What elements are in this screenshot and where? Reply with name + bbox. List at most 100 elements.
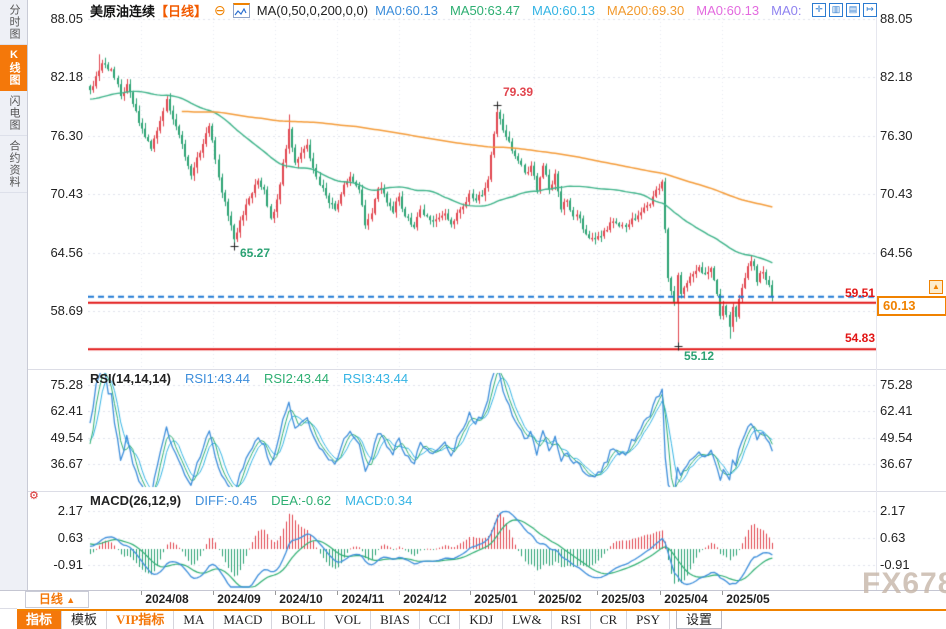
x-axis-month-label: 2024/09 <box>217 592 261 606</box>
toolbar-item-BOLL[interactable]: BOLL <box>272 611 326 629</box>
level-label-lower: 54.83 <box>844 331 875 345</box>
x-axis-tick <box>213 591 214 595</box>
instrument-title: 美原油连续 <box>90 4 156 19</box>
interval-selector-label: 日线 <box>38 592 63 606</box>
toolbar-item-[interactable]: 设置 <box>676 611 723 629</box>
ma-values: MA0:60.13 MA50:63.47 MA0:60.13 MA200:69.30 M… <box>375 3 801 18</box>
sidebar: 分时图 K线图 闪电图 合约资料 <box>0 0 28 590</box>
main-axis-label-right: 88.05 <box>880 11 913 26</box>
macd-value-2: DEA:-0.62 <box>271 493 332 508</box>
axis-range-icon[interactable]: ▥ <box>829 3 843 17</box>
main-axis-label-right: 82.18 <box>880 69 913 85</box>
x-axis-tick <box>141 591 142 595</box>
x-axis-month-label: 2025/04 <box>664 592 708 606</box>
ma-value-1: MA0:60.13 <box>375 3 438 18</box>
ma-value-4: MA200:69.30 <box>606 3 685 18</box>
axis-row-border <box>0 608 17 609</box>
x-axis-month-label: 2024/10 <box>279 592 323 606</box>
x-axis-month-label: 2024/12 <box>403 592 447 606</box>
x-axis-tick <box>722 591 723 595</box>
level-label-upper: 59.51 <box>844 286 875 300</box>
toolbar-item-RSI[interactable]: RSI <box>552 611 591 629</box>
dropdown-arrow-icon: ▲ <box>66 595 76 605</box>
sidebar-tab-1[interactable]: 分时图 <box>0 0 27 45</box>
x-axis-tick <box>597 591 598 595</box>
rsi-axis-label-right: 62.41 <box>880 403 913 419</box>
ma-settings-label: MA(0,50,0,200,0,0) <box>256 3 369 18</box>
chart-zoom-icon[interactable]: ▤ <box>846 3 860 17</box>
sidebar-tab-4[interactable]: 合约资料 <box>0 136 27 193</box>
plot-right-border <box>876 14 877 590</box>
rsi-axis-label-right: 75.28 <box>880 377 913 392</box>
interval-tag: 【日线】 <box>155 4 208 19</box>
mini-chart-icon[interactable] <box>232 3 250 18</box>
toolbar-item-CR[interactable]: CR <box>591 611 628 629</box>
x-axis-month-label: 2024/08 <box>145 592 189 606</box>
toolbar-item-MA[interactable]: MA <box>174 611 215 629</box>
toolbar-item-LW[interactable]: LW& <box>503 611 552 629</box>
main-axis-label-left: 76.30 <box>50 127 83 143</box>
ma-value-6: MA0: <box>771 3 802 18</box>
annotation-low-april: 55.12 <box>684 349 715 363</box>
toolbar-item-BIAS[interactable]: BIAS <box>371 611 420 629</box>
pane-separator <box>28 491 946 492</box>
rsi-pane-header: RSI(14,14,14) RSI1:43.44 RSI2:43.44 RSI3:4… <box>90 371 408 386</box>
ma-value-2: MA50:63.47 <box>449 3 521 18</box>
ma-value-5: MA0:60.13 <box>696 3 760 18</box>
zoom-out-icon[interactable]: ⊖ <box>214 2 226 18</box>
chart-header: 美原油连续【日线】 ⊖ MA(0,50,0,200,0,0) MA0:60.13… <box>90 2 801 19</box>
toolbar-item-MACD[interactable]: MACD <box>214 611 273 629</box>
x-axis-tick <box>399 591 400 595</box>
macd-axis-label-right: 2.17 <box>880 503 906 518</box>
rsi-values: RSI1:43.44 RSI2:43.44 RSI3:43.44 <box>184 371 408 386</box>
rsi-value-1: RSI1:43.44 <box>184 371 250 386</box>
toolbar-item-[interactable]: 模板 <box>62 611 108 629</box>
rsi-title: RSI(14,14,14) <box>90 371 171 386</box>
toolbar-item-VOL[interactable]: VOL <box>325 611 372 629</box>
rsi-axis-label-right: 49.54 <box>880 429 913 445</box>
x-axis-month-label: 2025/03 <box>601 592 645 606</box>
main-axis-label-right: 64.56 <box>880 244 913 260</box>
price-alert-icon[interactable]: ▲ <box>929 280 943 294</box>
rsi-axis-label-left: 62.41 <box>50 403 83 419</box>
toolbar-item-[interactable]: 指标 <box>17 611 63 629</box>
last-price-box: 60.13 <box>877 296 946 316</box>
x-axis-month-label: 2025/05 <box>726 592 770 606</box>
rsi-axis-label-left: 49.54 <box>50 429 83 445</box>
main-axis-label-left: 58.69 <box>50 302 83 318</box>
toolbar-item-CCI[interactable]: CCI <box>420 611 461 629</box>
interval-selector[interactable]: 日线 ▲ <box>25 591 89 608</box>
goto-latest-icon[interactable]: ↦ <box>863 3 877 17</box>
crosshair-icon[interactable]: ✛ <box>812 3 826 17</box>
ma-value-3: MA0:60.13 <box>532 3 595 18</box>
toolbar-item-KDJ[interactable]: KDJ <box>460 611 504 629</box>
chart-window-icons: ✛ ▥ ▤ ↦ <box>812 3 877 17</box>
rsi-axis-label-right: 36.67 <box>880 455 913 471</box>
macd-value-3: MACD:0.34 <box>345 493 413 508</box>
toolbar-item-PSY[interactable]: PSY <box>627 611 670 629</box>
x-axis-month-label: 2024/11 <box>341 592 385 606</box>
x-axis-month-label: 2025/02 <box>538 592 582 606</box>
toolbar-item-VIP[interactable]: VIP指标 <box>107 611 175 629</box>
macd-title: MACD(26,12,9) <box>90 493 182 508</box>
main-axis-label-right: 76.30 <box>880 127 913 143</box>
x-axis-tick <box>275 591 276 595</box>
main-axis-label-left: 88.05 <box>50 11 83 26</box>
macd-axis-label-right: -0.91 <box>880 556 910 572</box>
macd-value-1: DIFF:-0.45 <box>195 493 258 508</box>
pane-separator <box>0 590 946 591</box>
sidebar-tab-3[interactable]: 闪电图 <box>0 91 27 136</box>
x-axis-month-label: 2025/01 <box>474 592 518 606</box>
macd-axis-label-left: -0.91 <box>53 556 83 572</box>
main-axis-label-left: 82.18 <box>50 69 83 85</box>
main-axis-label-left: 70.43 <box>50 186 83 202</box>
sidebar-tab-2[interactable]: K线图 <box>0 45 27 91</box>
macd-axis-label-left: 0.63 <box>57 529 83 545</box>
candlestick-chart[interactable] <box>88 0 876 592</box>
main-axis-label-left: 64.56 <box>50 244 83 260</box>
x-axis-tick <box>470 591 471 595</box>
macd-axis-label-left: 2.17 <box>57 503 83 518</box>
indicator-settings-icon[interactable]: ⚙ <box>29 490 39 502</box>
macd-pane-header: MACD(26,12,9) DIFF:-0.45 DEA:-0.62 MACD:0.… <box>90 493 413 508</box>
